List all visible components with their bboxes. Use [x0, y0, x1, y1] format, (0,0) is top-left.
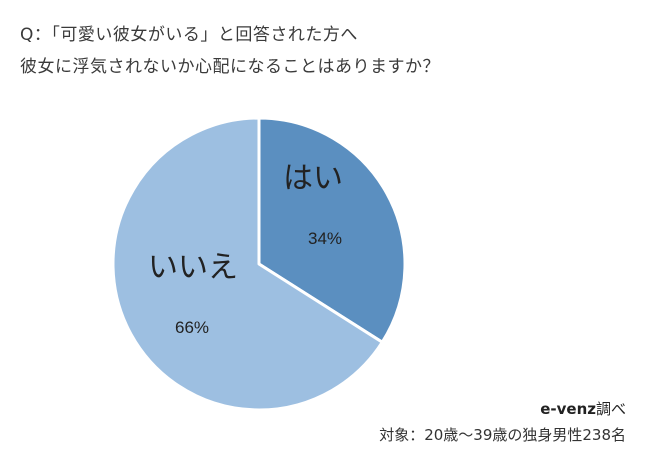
survey-target: 対象：20歳〜39歳の独身男性238名 — [379, 426, 626, 444]
question-line-2: 彼女に浮気されないか心配になることはありますか？ — [20, 57, 440, 77]
slice-value-label: 66% — [175, 318, 209, 337]
slice-category-label: いいえ — [148, 250, 238, 285]
slice-value-label: 34% — [308, 229, 342, 248]
source-brand: e-venz — [540, 400, 596, 418]
slice-category-label: はい — [283, 161, 343, 196]
source-credit: e-venz調べ — [540, 398, 626, 419]
source-suffix: 調べ — [595, 400, 626, 418]
pie-slice-no — [111, 116, 384, 412]
question-line-1: Q：「可愛い彼女がいる」と回答された方へ — [20, 25, 358, 45]
